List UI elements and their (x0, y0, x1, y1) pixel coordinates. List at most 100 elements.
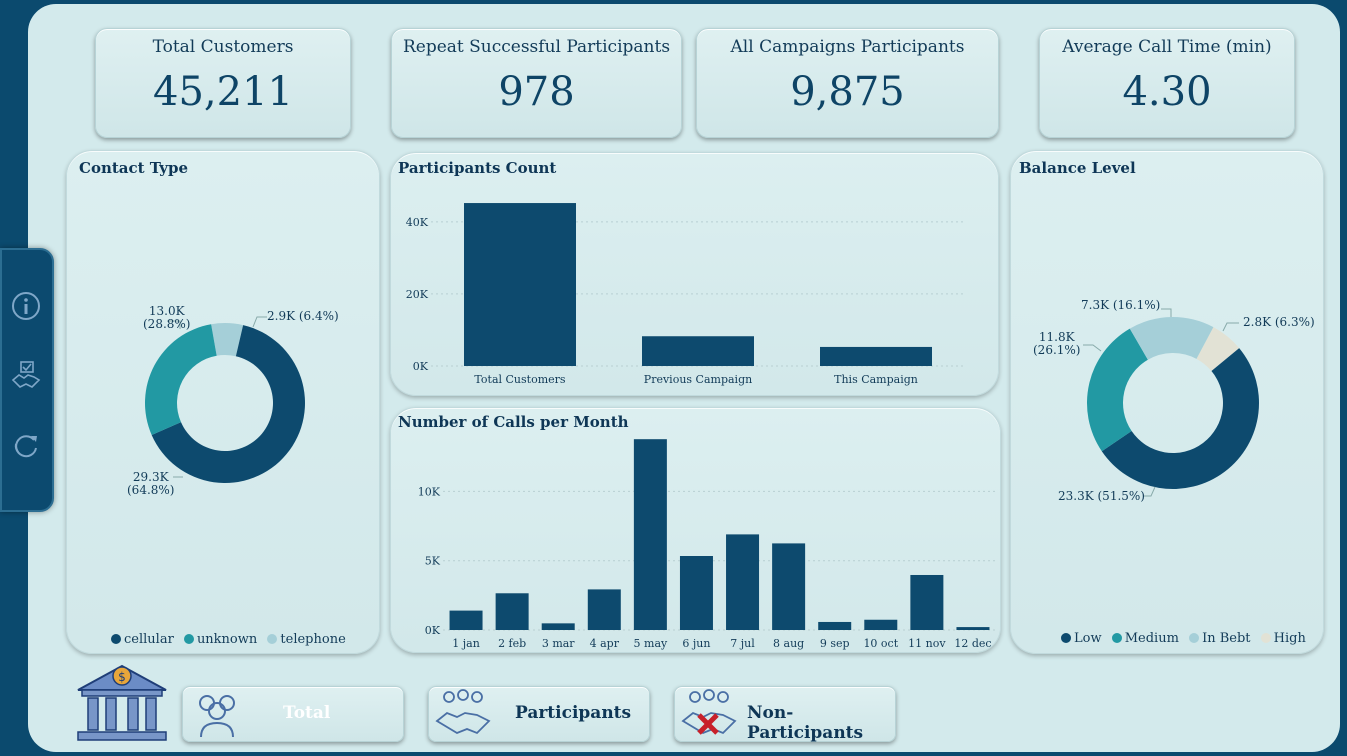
bar[interactable] (464, 203, 576, 366)
legend-label: High (1273, 631, 1306, 646)
bar[interactable] (642, 336, 754, 366)
label-leader (1222, 322, 1239, 332)
bar[interactable] (679, 556, 713, 630)
bar[interactable] (772, 543, 806, 630)
x-tick-label: Previous Campaign (644, 373, 752, 386)
bar[interactable] (818, 621, 852, 630)
donut-slice-telephone[interactable] (211, 323, 244, 357)
bar[interactable] (910, 574, 944, 630)
bar[interactable] (587, 589, 621, 630)
legend-dot (267, 634, 278, 644)
participants-count-panel: Participants Count 0K 20K 40K Total Custome… (390, 152, 999, 396)
y-tick-label: 0K (425, 624, 441, 637)
donut-label-cellular: 29.3K (64.8%) (127, 471, 174, 497)
legend-dot (111, 634, 121, 644)
label-line: 13.0K (148, 304, 185, 318)
calls-per-month-chart: 0K 5K 10K 1 jan 2 feb 3 mar 4 apr 5 may 6 jun 7 j… (418, 439, 996, 650)
y-tick-label: 40K (406, 216, 429, 229)
y-tick-label: 10K (418, 485, 441, 498)
bar[interactable] (864, 619, 898, 630)
refresh-icon[interactable] (10, 430, 42, 462)
side-nav-panel (0, 248, 54, 512)
x-tick-label: 3 mar (542, 637, 575, 650)
kpi-total-customers: Total Customers 45,211 (95, 28, 351, 138)
info-icon[interactable] (10, 290, 42, 322)
bar[interactable] (820, 346, 932, 366)
y-tick-label: 20K (406, 288, 429, 301)
balance-level-legend: Low Medium In Bebt High (1061, 631, 1306, 646)
label-line: 11.8K (1038, 330, 1075, 344)
donut-slice-cellular[interactable] (151, 325, 305, 483)
legend-dot (1189, 633, 1200, 643)
donut-slice-medium[interactable] (1087, 328, 1148, 452)
y-tick-label: 5K (425, 555, 441, 568)
kpi-value: 4.30 (1122, 69, 1212, 115)
legend-dot (183, 634, 194, 644)
participants-button[interactable]: Participants (428, 686, 650, 742)
x-tick-label: 9 sep (820, 637, 850, 650)
bar[interactable] (633, 439, 667, 630)
x-tick-label: 8 aug (773, 637, 804, 650)
donut-slice-high[interactable] (1196, 327, 1240, 372)
kpi-label: Average Call Time (min) (1062, 37, 1272, 57)
x-tick-label: 7 jul (730, 637, 755, 650)
bar[interactable] (495, 593, 529, 630)
kpi-all-campaigns: All Campaigns Participants 9,875 (696, 28, 999, 138)
people-group-icon (199, 695, 235, 738)
bar[interactable] (541, 623, 575, 630)
label-line: (26.1%) (1033, 343, 1081, 357)
donut-slice-in-bebt[interactable] (1129, 317, 1214, 360)
y-tick-label: 0K (413, 360, 429, 373)
legend-label: cellular (124, 632, 174, 647)
kpi-label: Total Customers (152, 37, 294, 57)
x-tick-label: 11 nov (908, 637, 946, 650)
donut-label-medium: 11.8K (26.1%) (1033, 331, 1080, 357)
handshake-people-icon (435, 689, 491, 735)
panel-title: Balance Level (1019, 159, 1136, 177)
contact-type-donut (145, 316, 305, 483)
balance-level-donut (1083, 308, 1259, 497)
legend-label: telephone (280, 632, 346, 647)
total-button-label: Total (283, 703, 331, 723)
svg-text:$: $ (118, 670, 126, 684)
donut-label-in-bebt: 7.3K (16.1%) (1081, 298, 1161, 312)
legend-dot (1061, 633, 1071, 643)
bar[interactable] (956, 627, 990, 630)
handshake-checklist-icon[interactable] (10, 360, 42, 392)
total-button[interactable]: Total (182, 686, 404, 742)
bar[interactable] (449, 610, 483, 630)
legend-label: In Bebt (1202, 631, 1251, 646)
x-tick-label: 6 jun (682, 637, 710, 650)
donut-slice-low[interactable] (1101, 348, 1259, 489)
legend-label: unknown (196, 632, 258, 647)
kpi-value: 9,875 (790, 69, 905, 115)
x-tick-label: 1 jan (452, 637, 480, 650)
label-leader (1083, 344, 1102, 352)
label-line: (28.8%) (143, 317, 191, 331)
non-participants-button[interactable]: Non-Participants (674, 686, 896, 743)
handshake-cross-icon (681, 689, 737, 735)
participants-button-label: Participants (515, 703, 632, 723)
bank-dollar-icon: $ (77, 664, 167, 741)
label-leader (252, 316, 267, 328)
panel-title: Participants Count (398, 159, 557, 177)
x-tick-label: 2 feb (498, 637, 526, 650)
kpi-label: All Campaigns Participants (730, 37, 965, 57)
label-leader (1143, 486, 1156, 497)
legend-dot (1111, 633, 1122, 643)
label-line: (64.8%) (127, 483, 175, 497)
panel-title: Contact Type (79, 159, 189, 177)
contact-type-legend: cellular unknown telephone (111, 632, 346, 647)
bar[interactable] (726, 534, 760, 630)
label-leader (1161, 308, 1172, 317)
x-tick-label: 10 oct (863, 637, 898, 650)
balance-level-panel: Balance Level 7.3K (16.1%) 2.8K (6.3%) 1… (1010, 150, 1324, 654)
kpi-value: 45,211 (153, 69, 293, 115)
kpi-repeat-successful: Repeat Successful Participants 978 (391, 28, 682, 138)
legend-label: Low (1074, 631, 1102, 646)
x-tick-label: This Campaign (834, 373, 918, 386)
label-leader (167, 320, 181, 329)
donut-label-low: 23.3K (51.5%) (1058, 489, 1145, 503)
donut-slice-unknown[interactable] (145, 324, 217, 435)
donut-label-telephone: 2.9K (6.4%) (267, 309, 339, 323)
